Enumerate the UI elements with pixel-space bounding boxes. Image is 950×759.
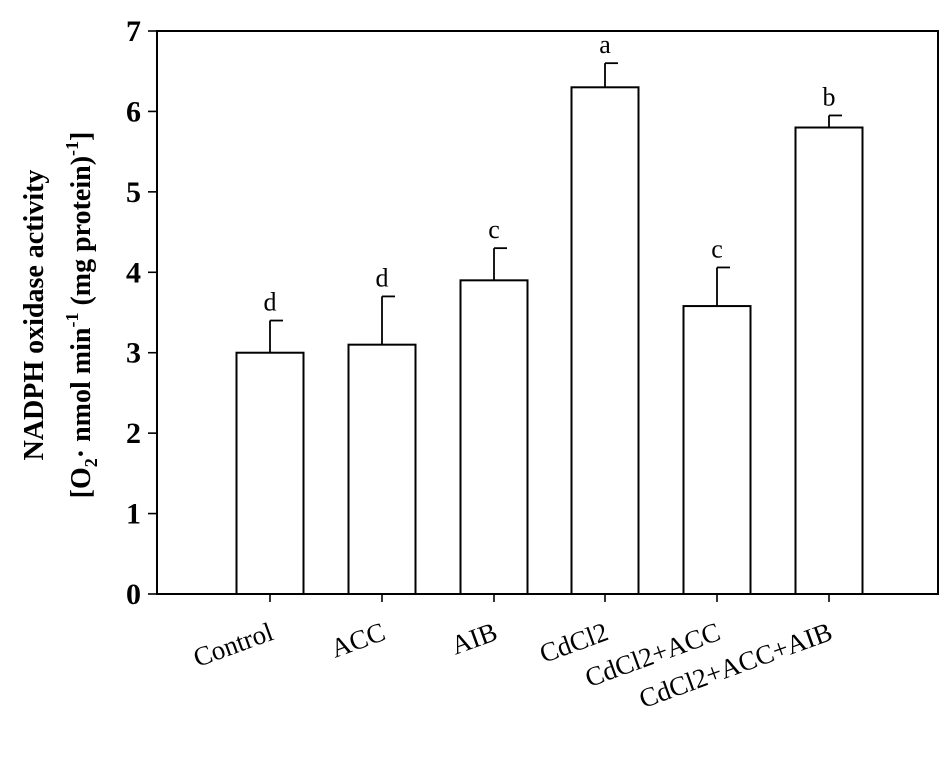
y-tick-label-1: 1 (126, 498, 141, 531)
y-tick-label-4: 4 (126, 256, 141, 289)
y-tick-label-3: 3 (126, 337, 141, 370)
significance-label-0: d (264, 288, 277, 317)
x-tick-label-1: ACC (327, 616, 389, 663)
bar-0 (235, 351, 305, 596)
x-tick-label-0: Control (189, 616, 277, 672)
significance-label-3: a (599, 30, 611, 59)
bar-4 (682, 305, 752, 595)
y-tick-label-2: 2 (126, 417, 141, 450)
significance-label-1: d (376, 263, 389, 292)
y-tick-label-6: 6 (126, 95, 141, 128)
bar-3 (570, 86, 640, 596)
bar-2 (459, 279, 529, 595)
significance-label-5: b (823, 82, 836, 111)
significance-label-4: c (711, 234, 723, 263)
plot-frame (156, 30, 939, 595)
significance-label-2: c (488, 215, 500, 244)
y-tick-label-7: 7 (126, 15, 141, 48)
x-tick-label-2: AIB (447, 616, 501, 660)
y-tick-label-0: 0 (126, 578, 141, 611)
plot-area: 01234567dControldACCcAIBaCdCl2cCdCl2+ACC… (126, 15, 939, 714)
y-axis-title: NADPH oxidase activity [O2· nmol min-1 (… (19, 132, 101, 499)
bar-1 (347, 343, 417, 595)
bar-5 (794, 126, 864, 595)
y-tick-label-5: 5 (126, 176, 141, 209)
y-axis-label-line1: NADPH oxidase activity (19, 170, 50, 461)
y-axis-label-line2: [O2· nmol min-1 (mg protein)-1] (62, 132, 101, 499)
